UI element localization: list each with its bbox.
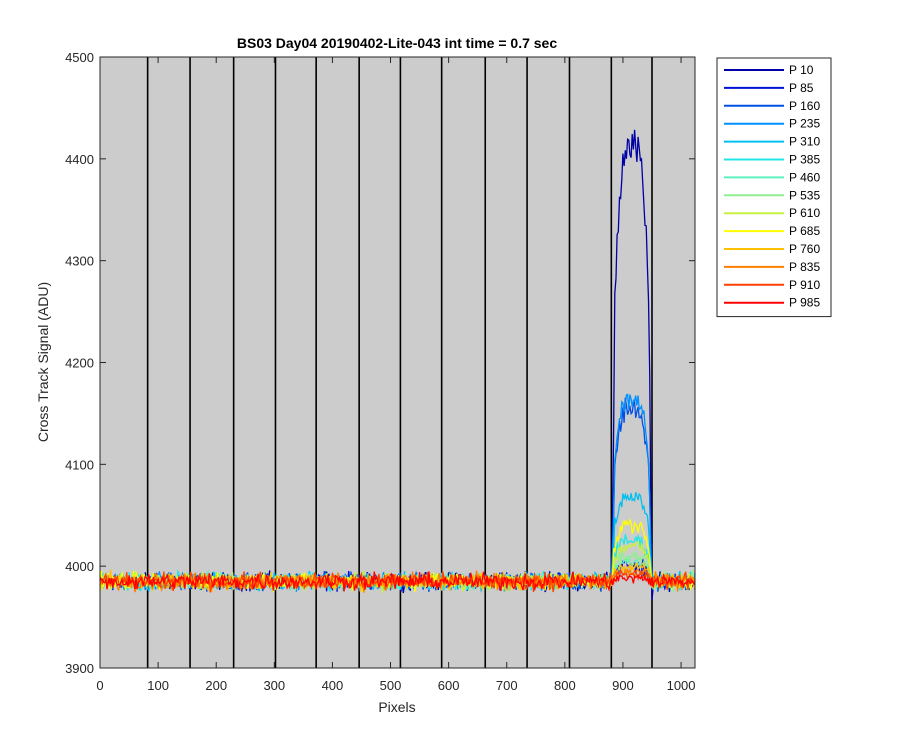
legend-label: P 910 (789, 278, 820, 292)
legend-entry[interactable]: P 385 (724, 153, 820, 167)
legend-label: P 835 (789, 260, 820, 274)
legend-label: P 460 (789, 170, 820, 184)
y-tick-label: 4400 (65, 152, 94, 167)
legend[interactable]: P 10 P 85 P 160 P 235 P 310 P 385 P 460 P 535 P … (716, 57, 832, 318)
legend-entry[interactable]: P 685 (724, 224, 820, 238)
x-tick-label: 700 (496, 678, 518, 693)
legend-entry[interactable]: P 535 (724, 188, 820, 202)
legend-entry[interactable]: P 235 (724, 117, 820, 131)
y-tick-label: 4200 (65, 356, 94, 371)
x-tick-label: 1000 (667, 678, 696, 693)
x-tick-label: 100 (147, 678, 169, 693)
x-axis-label: Pixels (378, 699, 415, 715)
legend-entry[interactable]: P 460 (724, 170, 820, 184)
legend-label: P 235 (789, 117, 820, 131)
x-tick-label: 600 (438, 678, 460, 693)
x-axis: 0 100 200 300 400 500 600 700 800 900 1000 (96, 57, 696, 693)
y-axis-label: Cross Track Signal (ADU) (35, 282, 51, 442)
x-tick-label: 300 (263, 678, 285, 693)
legend-entry[interactable]: P 835 (724, 260, 820, 274)
legend-label: P 160 (789, 99, 820, 113)
legend-label: P 610 (789, 206, 820, 220)
x-tick-label: 900 (612, 678, 634, 693)
column-boundaries (146, 57, 653, 668)
y-tick-label: 4100 (65, 457, 94, 472)
series-lines (99, 129, 696, 600)
x-tick-label: 800 (554, 678, 576, 693)
x-tick-label: 0 (96, 678, 103, 693)
legend-label: P 85 (789, 81, 814, 95)
legend-label: P 535 (789, 188, 820, 202)
legend-label: P 760 (789, 242, 820, 256)
y-tick-label: 4300 (65, 254, 94, 269)
x-tick-label: 500 (380, 678, 402, 693)
legend-entry[interactable]: P 985 (724, 296, 820, 310)
legend-entry[interactable]: P 610 (724, 206, 820, 220)
series-line (99, 571, 696, 592)
y-tick-label: 3900 (65, 661, 94, 676)
y-tick-label: 4500 (65, 50, 94, 65)
chart-title: BS03 Day04 20190402-Lite-043 int time = … (237, 35, 557, 51)
legend-label: P 310 (789, 135, 820, 149)
legend-box (716, 57, 832, 318)
y-tick-label: 4000 (65, 559, 94, 574)
x-tick-label: 200 (205, 678, 227, 693)
legend-entry[interactable]: P 160 (724, 99, 820, 113)
legend-label: P 685 (789, 224, 820, 238)
legend-label: P 985 (789, 296, 820, 310)
legend-label: P 10 (789, 63, 814, 77)
legend-entry[interactable]: P 85 (724, 81, 814, 95)
x-tick-label: 400 (322, 678, 344, 693)
legend-entry[interactable]: P 910 (724, 278, 820, 292)
plot-background (100, 57, 695, 668)
legend-label: P 385 (789, 153, 820, 167)
legend-entry[interactable]: P 310 (724, 135, 820, 149)
legend-entry[interactable]: P 10 (724, 63, 814, 77)
legend-entry[interactable]: P 760 (724, 242, 820, 256)
y-axis: 3900 4000 4100 4200 4300 4400 4500 (65, 50, 695, 676)
